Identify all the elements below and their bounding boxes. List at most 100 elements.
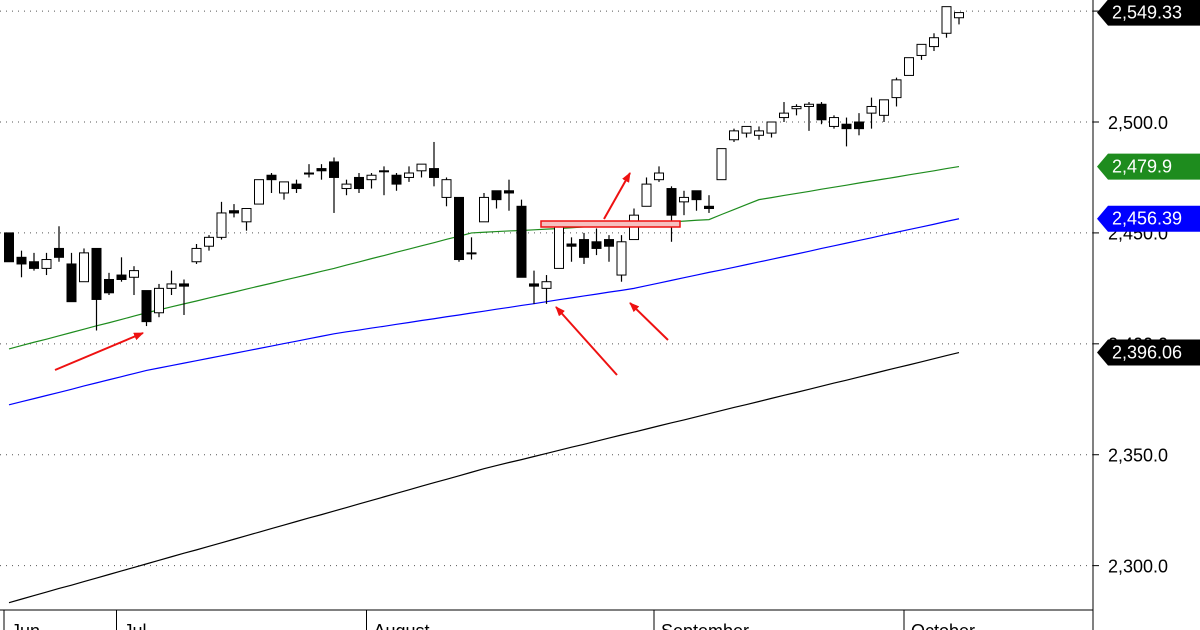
candle-body xyxy=(266,174,277,181)
arrow xyxy=(555,306,618,376)
candle-body xyxy=(154,287,164,314)
candle-body xyxy=(204,236,214,247)
candle-body xyxy=(179,283,189,287)
candle-body xyxy=(654,172,664,181)
candle-body xyxy=(216,212,227,238)
candle-body xyxy=(716,148,727,181)
candle-body xyxy=(304,172,314,175)
candle-body xyxy=(616,241,627,276)
candle-body xyxy=(904,57,914,76)
candle-body xyxy=(666,188,677,216)
candle-body xyxy=(441,179,452,198)
candle-body xyxy=(891,79,902,99)
candle-body xyxy=(241,208,252,223)
ma-line xyxy=(8,351,960,604)
candle-body xyxy=(29,261,39,269)
y-tick-label: 2,300.0 xyxy=(1108,556,1168,576)
candle-body xyxy=(4,232,14,263)
axis-labels: 2,300.02,350.02,400.02,450.02,500.02,550… xyxy=(3,2,1168,630)
candle-body xyxy=(91,247,102,300)
candle-body xyxy=(254,179,264,205)
x-tick-label: October xyxy=(911,621,975,630)
candle-body xyxy=(54,247,64,258)
candle-body xyxy=(679,196,689,203)
candle-body xyxy=(954,12,964,19)
x-tick-label: Jul xyxy=(124,621,147,630)
candle-body xyxy=(329,161,339,178)
candle-body xyxy=(529,283,539,287)
price-tags: 2,549.33 2,479.9 2,456.39 2,396.06 xyxy=(1097,0,1200,366)
candle-body xyxy=(141,290,152,323)
candle-body xyxy=(316,168,327,172)
candle-body xyxy=(79,252,89,283)
y-tick-label: 2,350.0 xyxy=(1108,445,1168,465)
ma-line xyxy=(8,218,960,406)
candles xyxy=(4,6,964,331)
candle-body xyxy=(366,174,377,181)
highlight-box xyxy=(540,220,681,228)
candle-body xyxy=(941,6,952,34)
price-tag-label: 2,549.33 xyxy=(1112,2,1182,22)
candle-body xyxy=(704,205,714,210)
candle-body xyxy=(754,130,764,136)
candle-body xyxy=(429,168,439,178)
candle-body xyxy=(929,37,939,48)
candle-body xyxy=(766,121,777,134)
candle-body xyxy=(791,105,802,110)
candle-body xyxy=(379,170,389,173)
candle-body xyxy=(341,183,352,190)
candle-body xyxy=(279,181,289,194)
candle-body xyxy=(354,176,364,190)
price-tag xyxy=(1097,339,1200,366)
candle-body xyxy=(541,281,552,289)
candle-body xyxy=(166,283,177,289)
price-tag-label: 2,396.06 xyxy=(1112,342,1182,362)
candle-body xyxy=(491,190,502,201)
candle-body xyxy=(841,123,852,130)
candle-body xyxy=(391,174,402,185)
price-tag xyxy=(1097,0,1200,26)
candle-body xyxy=(566,243,577,247)
candle-body xyxy=(41,259,52,269)
candle-body xyxy=(504,190,514,194)
candle-body xyxy=(466,252,477,255)
x-tick-label: September xyxy=(661,621,749,630)
arrow xyxy=(54,332,144,371)
candle-body xyxy=(116,274,127,280)
candle-body xyxy=(454,196,464,261)
candle-body xyxy=(479,196,489,223)
candle-body xyxy=(866,105,877,114)
ma-line xyxy=(8,165,960,350)
candle-body xyxy=(579,239,589,258)
candle-body xyxy=(554,225,564,269)
annotations xyxy=(54,172,681,376)
x-tick-label: August xyxy=(374,621,430,630)
price-tag-label: 2,479.9 xyxy=(1112,156,1172,176)
candle-body xyxy=(591,241,602,249)
price-tag xyxy=(1097,153,1200,180)
candle-body xyxy=(404,172,414,178)
candle-body xyxy=(879,99,889,116)
candle-body xyxy=(516,205,527,278)
candle-body xyxy=(816,103,827,121)
candle-body xyxy=(291,183,302,190)
price-tag-label: 2,456.39 xyxy=(1112,208,1182,228)
candle-body xyxy=(916,43,927,56)
candle-body xyxy=(191,247,202,263)
candle-body xyxy=(779,112,789,119)
x-tick-label: Jun xyxy=(11,621,40,630)
price-tag xyxy=(1097,205,1200,232)
candle-body xyxy=(804,103,814,107)
ma-lines xyxy=(8,165,960,604)
grid xyxy=(0,10,1093,567)
arrow xyxy=(603,172,631,220)
arrow xyxy=(629,302,669,341)
candle-body xyxy=(604,239,614,247)
candle-body xyxy=(829,117,839,127)
candle-body xyxy=(129,270,139,278)
candle-body xyxy=(729,130,739,141)
candle-body xyxy=(641,183,652,207)
candle-body xyxy=(741,125,752,134)
y-tick-label: 2,500.0 xyxy=(1108,113,1168,133)
